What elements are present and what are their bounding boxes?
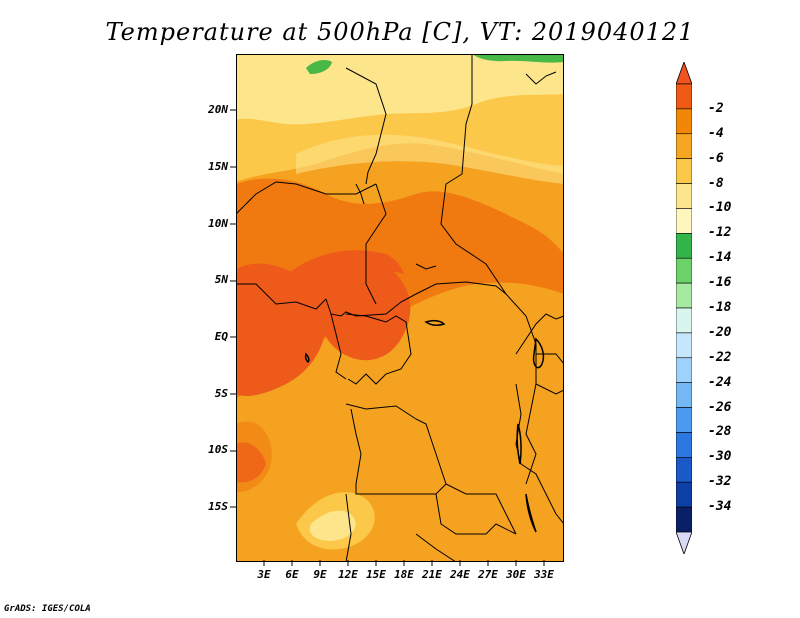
field-warmest-bridge <box>276 250 404 292</box>
colorbar-swatch <box>676 357 692 383</box>
map-frame <box>236 54 564 562</box>
colorbar-swatch <box>676 307 692 334</box>
colorbar-swatch <box>676 208 692 234</box>
lon-tick-marks <box>263 560 545 566</box>
lon-label-21e: 21E <box>422 568 442 581</box>
lat-label-5s: 5S <box>214 387 228 400</box>
colorbar-label: -18 <box>708 300 732 315</box>
map-panel <box>236 54 564 562</box>
colorbar-label: -26 <box>708 399 732 415</box>
lat-label-15s: 15S <box>208 500 228 513</box>
lat-label-20n: 20N <box>208 103 228 116</box>
lon-label-18e: 18E <box>394 568 414 581</box>
colorbar-label: -12 <box>708 225 732 241</box>
colorbar-swatch <box>676 183 692 209</box>
colorbar-swatch <box>676 506 692 533</box>
colorbar-swatch <box>676 282 692 309</box>
colorbar-bottom-arrow <box>676 531 692 554</box>
field-warmest-west <box>236 263 327 396</box>
colorbar-swatch <box>676 133 692 159</box>
colorbar-swatch <box>676 432 692 458</box>
colorbar-swatch <box>676 257 692 284</box>
map-title: Temperature at 500hPa [C], VT: 201904012… <box>105 18 695 46</box>
colorbar-label: -10 <box>708 200 732 216</box>
grads-credit: GrADS: IGES/COLA <box>4 604 91 614</box>
field-green-ne <box>472 54 564 63</box>
temperature-field-map <box>236 54 564 562</box>
lon-label-30e: 30E <box>506 568 526 581</box>
lon-label-9e: 9E <box>313 568 327 581</box>
lon-label-24e: 24E <box>450 568 470 581</box>
colorbar-swatch <box>676 457 692 483</box>
lon-label-3e: 3E <box>257 568 271 581</box>
field-coolest-south <box>309 510 356 541</box>
lakes <box>304 319 545 533</box>
lat-label-10n: 10N <box>208 217 228 230</box>
colorbar-swatch <box>676 481 692 508</box>
colorbar-swatch <box>676 158 692 184</box>
lat-label-15n: 15N <box>208 160 228 173</box>
colorbar-label: -22 <box>708 349 732 365</box>
colorbar-swatch <box>676 83 692 110</box>
colorbar-swatch <box>676 407 692 433</box>
colorbar-label: -6 <box>708 150 724 166</box>
colorbar-swatch <box>676 382 692 408</box>
field-warm-south <box>236 442 266 483</box>
lon-label-33e: 33E <box>534 568 554 581</box>
colorbar-swatch <box>676 332 692 359</box>
lon-label-6e: 6E <box>285 568 299 581</box>
colorbar-label: -16 <box>708 275 732 291</box>
colorbar-label: -2 <box>708 100 724 116</box>
colorbar-swatch <box>676 108 692 135</box>
colorbar-label: -28 <box>708 424 732 440</box>
field-green-nw <box>306 60 332 74</box>
colorbar-top-arrow <box>676 62 692 85</box>
colorbar-swatch <box>676 233 692 259</box>
colorbar-label: -30 <box>708 449 732 465</box>
colorbar-label: -24 <box>708 374 732 390</box>
lat-label-5n: 5N <box>214 273 228 286</box>
lon-label-12e: 12E <box>338 568 358 581</box>
lat-label-10s: 10S <box>208 443 228 456</box>
colorbar-label: -8 <box>708 175 724 191</box>
colorbar-label: -4 <box>708 125 724 141</box>
lat-label-eq: EQ <box>214 330 228 343</box>
colorbar-label: -32 <box>708 474 732 490</box>
colorbar-label: -14 <box>708 250 732 266</box>
colorbar-label: -34 <box>708 499 732 515</box>
lon-label-15e: 15E <box>366 568 386 581</box>
lon-label-27e: 27E <box>478 568 498 581</box>
colorbar <box>676 62 692 554</box>
colorbar-label: -20 <box>708 324 732 340</box>
field-cool-strip <box>296 134 564 184</box>
lat-tick-marks <box>230 109 236 508</box>
